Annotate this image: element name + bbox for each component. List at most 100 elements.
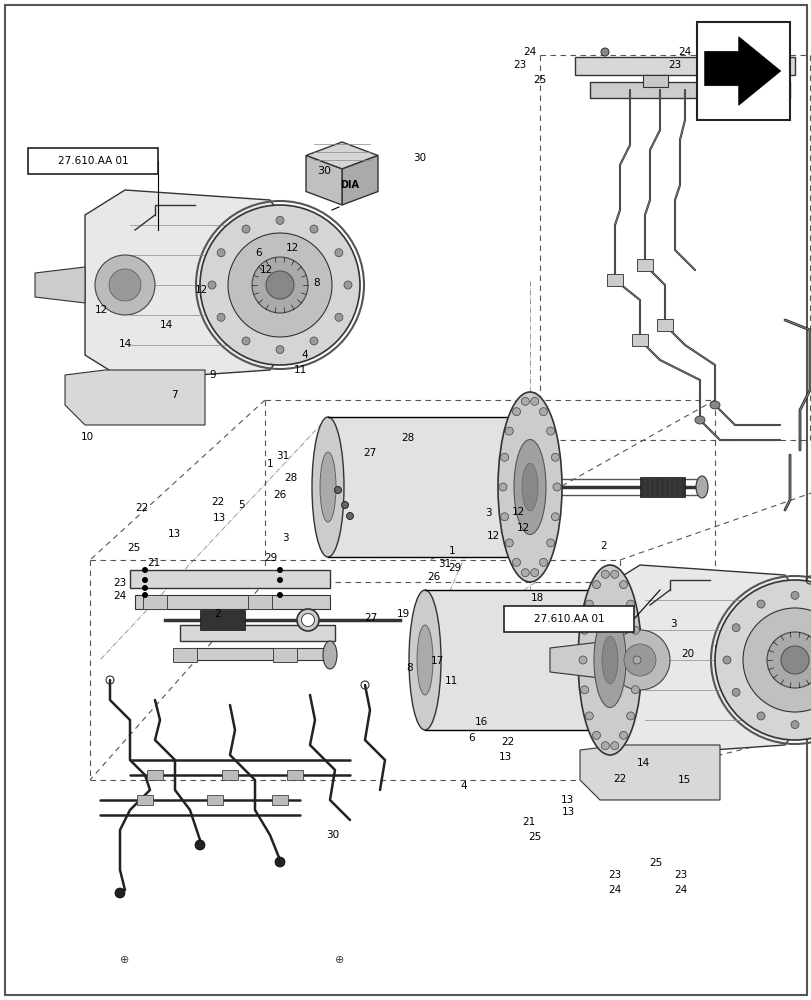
Circle shape — [341, 502, 348, 508]
Circle shape — [780, 646, 808, 674]
Circle shape — [275, 857, 285, 867]
Circle shape — [504, 427, 513, 435]
Circle shape — [619, 731, 627, 739]
Text: 22: 22 — [613, 774, 626, 784]
Circle shape — [592, 581, 600, 589]
Bar — [656, 319, 672, 331]
Text: 24: 24 — [607, 885, 620, 895]
Text: 31: 31 — [438, 559, 451, 569]
Text: 13: 13 — [560, 795, 573, 805]
Circle shape — [276, 346, 284, 354]
Circle shape — [600, 48, 608, 56]
Circle shape — [585, 600, 593, 608]
Bar — [607, 274, 622, 286]
Circle shape — [251, 257, 307, 313]
Text: 6: 6 — [255, 248, 261, 258]
Circle shape — [551, 453, 559, 461]
Circle shape — [142, 567, 148, 573]
Bar — [180, 625, 335, 641]
Bar — [272, 795, 288, 805]
Ellipse shape — [601, 636, 617, 684]
Circle shape — [504, 539, 513, 547]
Circle shape — [334, 313, 342, 321]
Bar — [135, 595, 329, 609]
Text: 30: 30 — [316, 166, 331, 176]
Bar — [272, 648, 297, 662]
Bar — [286, 770, 303, 780]
Circle shape — [195, 840, 204, 850]
Circle shape — [580, 686, 588, 694]
Circle shape — [500, 453, 508, 461]
Text: 23: 23 — [667, 60, 680, 70]
Polygon shape — [200, 610, 245, 630]
Text: 6: 6 — [468, 733, 474, 743]
Text: 8: 8 — [313, 278, 320, 288]
Text: 27: 27 — [363, 448, 375, 458]
Ellipse shape — [695, 476, 707, 498]
Ellipse shape — [301, 613, 314, 626]
Text: 10: 10 — [80, 432, 93, 442]
Text: 13: 13 — [561, 807, 574, 817]
Polygon shape — [579, 745, 719, 800]
Circle shape — [142, 592, 148, 598]
Circle shape — [633, 656, 640, 664]
Bar — [631, 334, 647, 346]
Polygon shape — [704, 37, 780, 105]
Circle shape — [266, 271, 294, 299]
Circle shape — [310, 337, 318, 345]
Text: 29: 29 — [448, 563, 461, 573]
Text: 13: 13 — [212, 513, 225, 523]
Text: 12: 12 — [195, 285, 208, 295]
Text: 31: 31 — [276, 451, 289, 461]
Circle shape — [601, 742, 608, 750]
Circle shape — [790, 721, 798, 729]
Circle shape — [521, 397, 529, 405]
Text: 30: 30 — [413, 153, 426, 163]
Text: 12: 12 — [285, 243, 298, 253]
Polygon shape — [65, 370, 204, 425]
Circle shape — [499, 483, 506, 491]
Circle shape — [610, 742, 618, 750]
Polygon shape — [306, 142, 378, 169]
Text: 24: 24 — [677, 47, 691, 57]
Circle shape — [766, 632, 811, 688]
Text: 4: 4 — [301, 350, 307, 360]
Text: 3: 3 — [670, 619, 676, 629]
Text: 13: 13 — [499, 752, 512, 762]
Text: ⊕: ⊕ — [120, 955, 130, 965]
Circle shape — [626, 600, 634, 608]
Text: DIA: DIA — [340, 180, 359, 190]
Circle shape — [276, 216, 284, 224]
Text: 2: 2 — [599, 541, 606, 551]
Circle shape — [142, 577, 148, 583]
Text: 23: 23 — [674, 870, 687, 880]
Ellipse shape — [513, 440, 545, 534]
Circle shape — [609, 630, 669, 690]
Circle shape — [756, 600, 764, 608]
Ellipse shape — [709, 401, 719, 409]
Circle shape — [277, 592, 283, 598]
Bar — [574, 57, 794, 75]
Bar — [207, 795, 223, 805]
Circle shape — [217, 313, 225, 321]
Ellipse shape — [577, 565, 642, 755]
Bar — [143, 595, 167, 609]
Circle shape — [610, 570, 618, 578]
Circle shape — [217, 249, 225, 257]
Circle shape — [200, 205, 359, 365]
Text: 22: 22 — [135, 503, 148, 513]
Ellipse shape — [417, 625, 432, 695]
Text: 8: 8 — [406, 663, 413, 673]
Text: 12: 12 — [260, 265, 272, 275]
Text: 22: 22 — [211, 497, 224, 507]
Text: 24: 24 — [114, 591, 127, 601]
Polygon shape — [714, 645, 759, 665]
Text: 21: 21 — [148, 558, 161, 568]
Circle shape — [578, 656, 586, 664]
Text: 16: 16 — [474, 717, 487, 727]
Text: 26: 26 — [427, 572, 440, 582]
Circle shape — [530, 569, 538, 577]
Circle shape — [601, 570, 608, 578]
Text: 5: 5 — [238, 500, 245, 510]
Bar — [762, 67, 787, 79]
